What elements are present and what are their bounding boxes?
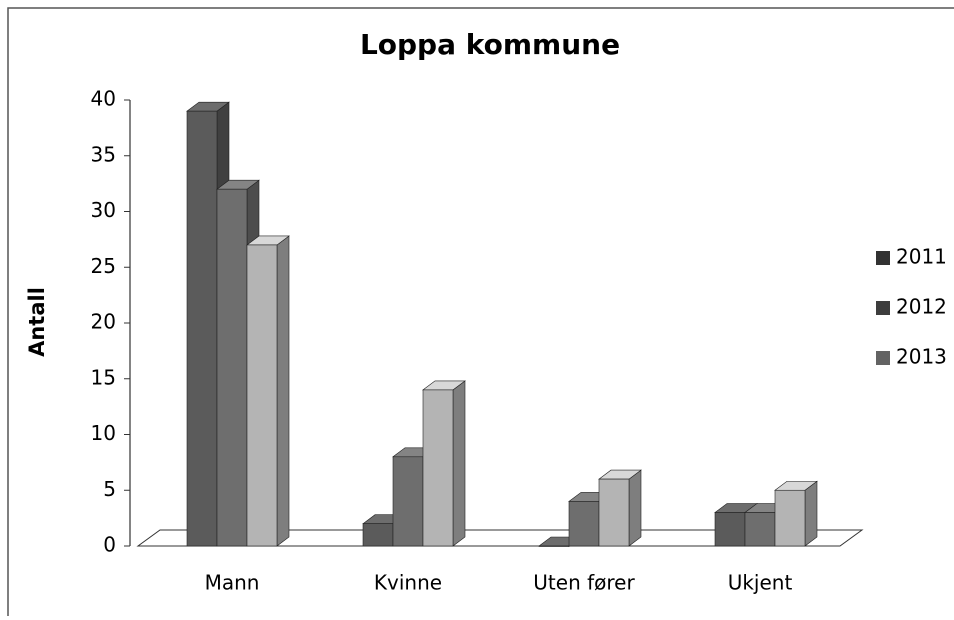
y-tick-label: 15 [91, 365, 116, 389]
y-axis-label: Antall [25, 287, 49, 357]
bar [246, 244, 278, 547]
bar [568, 501, 600, 547]
y-tick-label: 0 [103, 533, 116, 557]
bar [598, 478, 630, 547]
chart-title: Loppa kommune [360, 28, 620, 61]
x-tick-label: Kvinne [374, 571, 442, 595]
bar [744, 512, 776, 547]
y-tick-label: 5 [103, 477, 116, 501]
x-tick-label: Ukjent [728, 571, 793, 595]
y-tick-label: 25 [91, 254, 116, 278]
legend-label: 2012 [896, 295, 947, 319]
legend-swatch [876, 301, 890, 315]
y-tick-label: 30 [91, 198, 116, 222]
x-tick-label: Mann [205, 571, 260, 595]
bar-side [276, 235, 290, 547]
bar [714, 512, 746, 547]
legend-label: 2013 [896, 345, 947, 369]
bar [422, 389, 454, 547]
y-tick-label: 40 [91, 87, 116, 111]
x-tick-label: Uten fører [533, 571, 635, 595]
bar [774, 489, 806, 547]
legend-swatch [876, 251, 890, 265]
bar [392, 456, 424, 547]
bar-side [804, 480, 818, 547]
bar-side [628, 469, 642, 547]
y-tick-label: 20 [91, 310, 116, 334]
y-tick-label: 35 [91, 142, 116, 166]
bar-side [452, 380, 466, 547]
bar [216, 188, 248, 547]
bar [538, 545, 570, 547]
bar [186, 110, 218, 547]
y-tick-label: 10 [91, 421, 116, 445]
legend-swatch [876, 351, 890, 365]
legend-label: 2011 [896, 245, 947, 269]
bar [362, 523, 394, 547]
